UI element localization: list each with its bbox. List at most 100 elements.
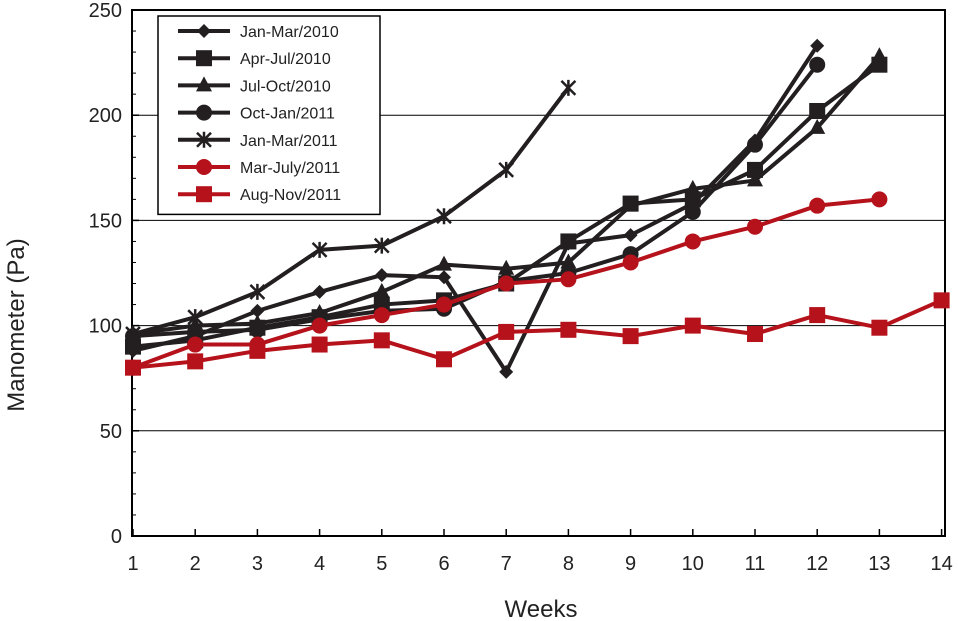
data-point bbox=[374, 268, 389, 283]
series-5 bbox=[125, 191, 888, 376]
legend-marker bbox=[197, 24, 211, 38]
legend-marker bbox=[196, 131, 212, 148]
data-point bbox=[622, 328, 639, 345]
data-point bbox=[560, 253, 577, 269]
y-tick-label: 200 bbox=[89, 105, 122, 127]
data-point bbox=[436, 208, 452, 225]
y-tick-label: 0 bbox=[111, 526, 122, 548]
y-tick-label: 100 bbox=[89, 316, 122, 338]
data-point bbox=[125, 326, 141, 343]
data-point bbox=[499, 364, 514, 379]
data-point bbox=[436, 296, 452, 313]
legend-label: Jan-Mar/2011 bbox=[240, 133, 338, 150]
series-line bbox=[132, 298, 943, 370]
legend-label: Jan-Mar/2010 bbox=[240, 24, 339, 41]
legend-item: Jan-Mar/2011 bbox=[178, 131, 338, 150]
series-group bbox=[125, 38, 950, 379]
series-line bbox=[132, 86, 570, 336]
data-point bbox=[187, 353, 204, 370]
data-point bbox=[560, 233, 577, 250]
data-point bbox=[871, 47, 888, 63]
x-tick-label: 5 bbox=[376, 553, 387, 575]
legend: Jan-Mar/2010 Apr-Jul/2010 Jul-Oct/2010 Oct-… bbox=[157, 15, 381, 216]
y-tick-label: 250 bbox=[89, 0, 122, 22]
data-point bbox=[249, 342, 266, 359]
data-point bbox=[249, 321, 266, 338]
data-point bbox=[311, 336, 328, 353]
legend-item: Mar-July/2011 bbox=[178, 159, 340, 177]
data-point bbox=[125, 359, 141, 376]
legend-label: Aug-Nov/2011 bbox=[240, 187, 341, 204]
data-point bbox=[187, 336, 204, 353]
x-tick-label: 12 bbox=[806, 553, 828, 575]
x-tick-label: 6 bbox=[438, 553, 449, 575]
data-point bbox=[747, 218, 763, 235]
data-point bbox=[498, 161, 515, 178]
data-point bbox=[498, 275, 515, 292]
legend-marker bbox=[196, 76, 212, 92]
data-point bbox=[250, 303, 265, 318]
data-point bbox=[560, 321, 577, 338]
x-tick-label: 8 bbox=[563, 553, 574, 575]
legend-marker bbox=[196, 104, 212, 121]
series-4 bbox=[125, 79, 577, 343]
plot-area-frame bbox=[131, 9, 946, 537]
data-point bbox=[684, 203, 701, 220]
x-tick-label: 3 bbox=[252, 553, 263, 575]
data-point bbox=[311, 241, 328, 258]
x-tick-label: 7 bbox=[501, 553, 512, 575]
data-point bbox=[436, 351, 452, 368]
legend-label: Jul-Oct/2010 bbox=[240, 78, 331, 95]
data-point bbox=[809, 307, 826, 324]
data-point bbox=[684, 191, 701, 208]
x-tick-label: 4 bbox=[314, 553, 325, 575]
data-point bbox=[871, 191, 888, 208]
data-point bbox=[933, 292, 950, 309]
data-point bbox=[809, 197, 826, 214]
data-point bbox=[373, 237, 390, 254]
data-point bbox=[311, 317, 328, 334]
x-tick-label: 10 bbox=[682, 553, 704, 575]
legend-item: Oct-Jan/2011 bbox=[178, 104, 335, 123]
data-point bbox=[187, 323, 204, 340]
data-point bbox=[373, 282, 390, 298]
legend-label: Mar-July/2011 bbox=[240, 160, 340, 177]
data-point bbox=[809, 56, 826, 73]
legend-label: Oct-Jan/2011 bbox=[240, 106, 335, 123]
y-axis-title: Manometer (Pa) bbox=[3, 238, 30, 411]
data-point bbox=[437, 270, 451, 285]
data-point bbox=[373, 307, 390, 324]
legend-marker bbox=[196, 159, 212, 175]
x-tick-label: 14 bbox=[930, 553, 952, 575]
data-point bbox=[684, 179, 701, 195]
data-point bbox=[810, 38, 825, 53]
data-point bbox=[871, 319, 888, 336]
x-tick-label: 1 bbox=[127, 553, 138, 575]
data-point bbox=[622, 196, 639, 212]
data-point bbox=[747, 136, 763, 153]
legend-item: Jul-Oct/2010 bbox=[178, 76, 331, 95]
data-point bbox=[809, 118, 826, 134]
data-point bbox=[747, 161, 763, 178]
data-point bbox=[684, 233, 701, 250]
data-point bbox=[560, 79, 577, 96]
data-point bbox=[498, 259, 515, 275]
data-point bbox=[747, 326, 763, 343]
data-point bbox=[684, 317, 701, 334]
legend-item: Aug-Nov/2011 bbox=[178, 186, 341, 204]
series-6 bbox=[125, 292, 950, 376]
legend-marker bbox=[196, 186, 212, 203]
data-point bbox=[623, 228, 638, 243]
data-point bbox=[560, 271, 577, 288]
data-point bbox=[249, 283, 266, 300]
data-point bbox=[622, 254, 639, 271]
data-point bbox=[312, 284, 327, 299]
legend-item: Apr-Jul/2010 bbox=[178, 50, 331, 68]
data-point bbox=[187, 309, 204, 326]
legend-marker bbox=[196, 50, 212, 67]
data-point bbox=[373, 332, 390, 349]
x-tick-label: 9 bbox=[625, 553, 636, 575]
data-point bbox=[809, 102, 826, 119]
data-point bbox=[498, 323, 515, 340]
